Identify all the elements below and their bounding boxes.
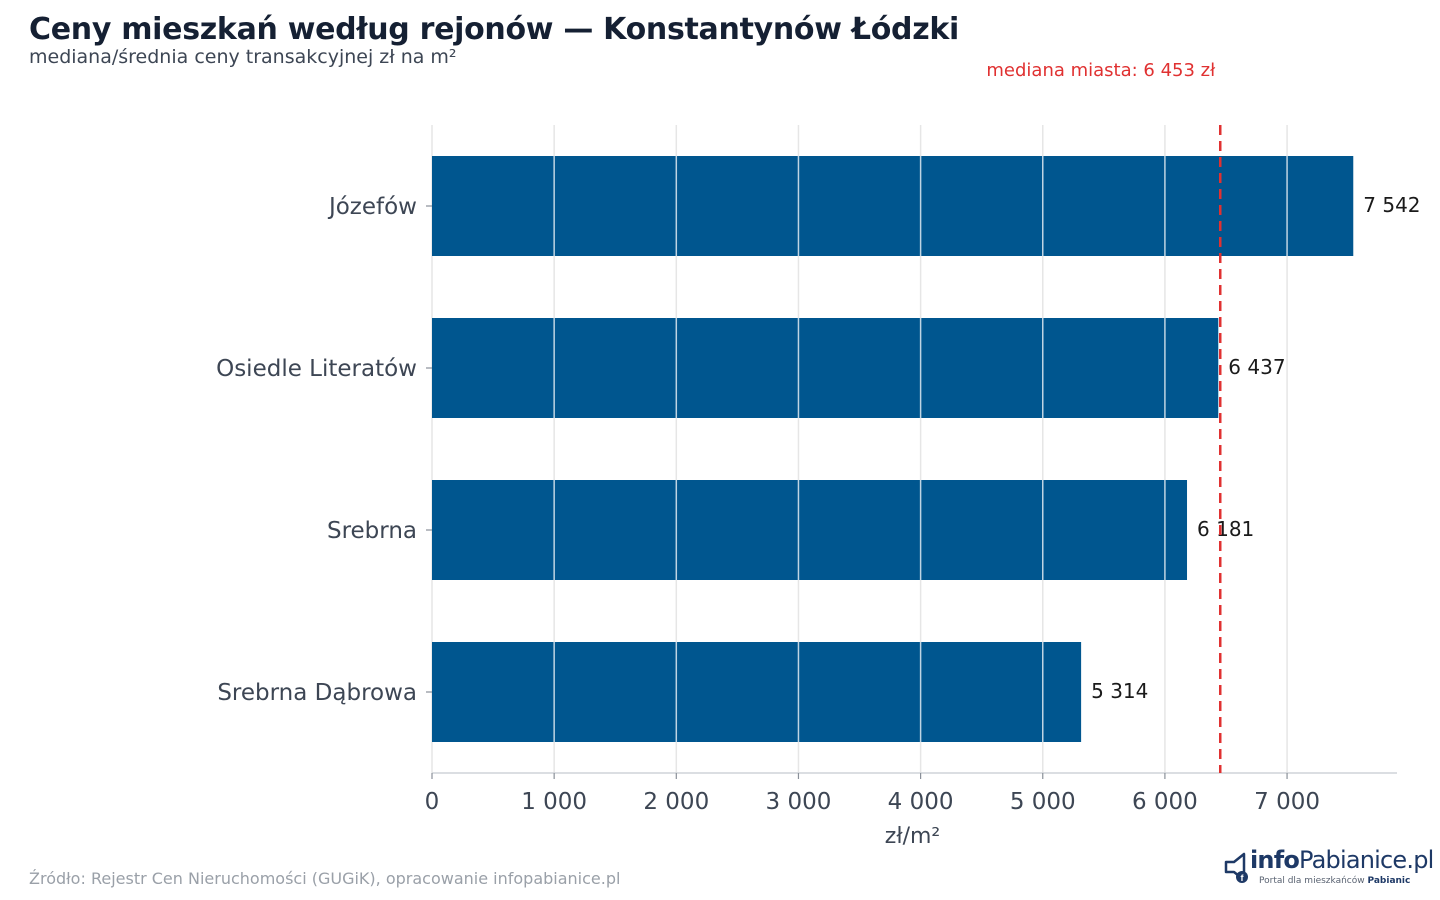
category-label-1: Osiedle Literatów [216,356,417,382]
infopabianice-logo[interactable]: f infoPabianice.pl Portal dla mieszkańcó… [1222,846,1434,890]
svg-text:f: f [1241,873,1245,883]
x-tick-label-4: 4 000 [888,789,954,815]
chart-title: Ceny mieszkań według rejonów — Konstanty… [29,12,960,47]
source-note: Źródło: Rejestr Cen Nieruchomości (GUGiK… [29,869,621,888]
x-tick-label-2: 2 000 [643,789,709,815]
x-axis-label: zł/m² [885,824,940,849]
value-label-2: 6 181 [1197,517,1254,541]
category-label-3: Srebrna Dąbrowa [217,680,417,706]
x-tick-label-7: 7 000 [1254,789,1320,815]
value-label-3: 5 314 [1091,679,1148,703]
category-label-0: Józefów [327,194,417,220]
x-tick-label-3: 3 000 [766,789,832,815]
value-label-0: 7 542 [1363,193,1420,217]
x-tick-label-0: 0 [425,789,440,815]
x-tick-label-5: 5 000 [1010,789,1076,815]
x-tick-label-6: 6 000 [1132,789,1198,815]
median-reference-label: mediana miasta: 6 453 zł [986,60,1216,81]
value-label-1: 6 437 [1228,355,1285,379]
chart-subtitle: mediana/średnia ceny transakcyjnej zł na… [29,46,457,68]
bar-2 [432,480,1188,580]
megaphone-icon: f [1224,852,1248,883]
logo-wordmark: infoPabianice.pl [1250,846,1434,874]
category-label-2: Srebrna [327,518,417,544]
bar-3 [432,642,1082,742]
bar-0 [432,156,1354,256]
bar-1 [432,318,1219,418]
x-tick-label-1: 1 000 [521,789,587,815]
logo-tagline: Portal dla mieszkańców Pabianic [1259,876,1411,886]
